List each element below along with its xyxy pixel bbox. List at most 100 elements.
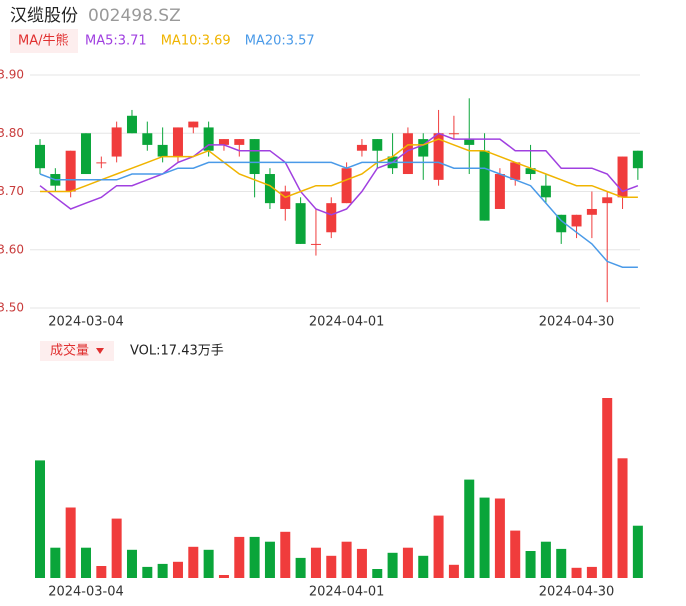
volume-bar xyxy=(448,564,459,578)
candle-body xyxy=(142,133,153,145)
volume-bar xyxy=(617,458,628,578)
candle-body xyxy=(464,139,475,145)
ma-line xyxy=(39,161,638,268)
volume-bar xyxy=(632,525,643,578)
volume-bar xyxy=(234,536,245,578)
x-tick-label: 2024-04-01 xyxy=(309,585,385,600)
volume-bar xyxy=(310,547,321,578)
y-tick-label: 3.90 xyxy=(0,68,24,82)
volume-bar xyxy=(111,518,122,578)
stock-code: 002498.SZ xyxy=(88,6,181,26)
candle-body xyxy=(264,174,275,204)
ma-line xyxy=(39,132,639,216)
volume-bar xyxy=(586,566,597,578)
volume-bar xyxy=(65,507,76,578)
candle-body xyxy=(280,191,291,209)
candle-body xyxy=(203,127,214,151)
candle-body xyxy=(35,144,45,169)
volume-readout: VOL:17.43万手 xyxy=(130,344,224,359)
volume-bar xyxy=(172,561,183,578)
candle-body xyxy=(433,133,444,180)
volume-bar xyxy=(525,551,536,578)
y-tick-label: 3.60 xyxy=(0,242,24,256)
volume-bar xyxy=(387,552,398,578)
candle-body xyxy=(341,168,352,204)
volume-bar xyxy=(280,531,291,578)
volume-bar xyxy=(264,541,275,578)
volume-bar xyxy=(464,479,475,578)
volume-bar xyxy=(341,541,352,578)
volume-bar xyxy=(372,569,383,578)
volume-bar xyxy=(402,547,413,578)
volume-bar xyxy=(356,548,367,578)
x-tick-label: 2024-03-04 xyxy=(48,585,124,600)
x-tick-label: 2024-03-04 xyxy=(48,315,124,330)
candle-body xyxy=(172,127,183,157)
volume-bar xyxy=(80,547,91,578)
indicator-button[interactable]: MA/牛熊 xyxy=(18,33,69,49)
volume-bar xyxy=(249,536,260,578)
candle-body xyxy=(295,203,306,244)
volume-bar xyxy=(126,549,137,578)
candle-body xyxy=(126,115,137,134)
volume-bar xyxy=(96,566,107,578)
candle-body xyxy=(310,243,321,245)
volume-bar xyxy=(494,498,505,578)
candle-body xyxy=(617,156,628,198)
legend-entry: MA5:3.71 xyxy=(85,34,147,49)
candle-body xyxy=(96,162,107,164)
volume-bar xyxy=(418,555,429,578)
volume-bar xyxy=(188,546,199,578)
candle-body xyxy=(525,168,536,175)
candle-body xyxy=(356,144,367,151)
volume-bar xyxy=(433,515,444,578)
volume-bar xyxy=(556,548,567,578)
volume-bar xyxy=(157,563,168,578)
candle-body xyxy=(111,127,122,157)
volume-bar xyxy=(540,541,551,578)
volume-bar xyxy=(295,557,306,578)
candle-body xyxy=(448,133,459,135)
y-tick-label: 3.50 xyxy=(0,301,24,315)
volume-button[interactable]: 成交量 xyxy=(50,343,89,359)
ma-line xyxy=(40,138,638,199)
candle-body xyxy=(540,185,551,198)
x-tick-label: 2024-04-30 xyxy=(539,585,615,600)
legend-entry: MA10:3.69 xyxy=(161,34,231,49)
volume-button-bg[interactable] xyxy=(40,341,114,361)
volume-bar xyxy=(142,566,153,578)
candle-body xyxy=(632,150,643,169)
candle-body xyxy=(234,139,245,145)
candle-body xyxy=(80,133,91,175)
candle-body xyxy=(418,139,429,157)
volume-bar xyxy=(510,530,521,578)
dropdown-arrow[interactable] xyxy=(96,348,104,354)
volume-bar xyxy=(35,460,45,578)
candle-body xyxy=(571,214,582,227)
candle-body xyxy=(586,208,597,215)
volume-bar xyxy=(602,398,613,578)
candle-body xyxy=(602,197,613,204)
volume-bar xyxy=(50,547,61,578)
candle-body xyxy=(510,162,521,180)
candle-body xyxy=(326,203,337,233)
candle-body xyxy=(402,133,413,175)
x-tick-label: 2024-04-01 xyxy=(309,315,385,330)
candle-body xyxy=(218,139,229,145)
stock-name: 汉缆股份 xyxy=(10,6,78,26)
indicator-button-bg[interactable] xyxy=(10,29,78,53)
volume-bar xyxy=(218,575,229,578)
y-tick-label: 3.70 xyxy=(0,184,24,198)
candle-body xyxy=(494,174,505,209)
y-tick-label: 3.80 xyxy=(0,126,24,140)
candle-body xyxy=(188,121,199,128)
candle-body xyxy=(372,139,383,151)
volume-bar xyxy=(326,555,337,578)
volume-bar xyxy=(479,497,490,578)
volume-bar xyxy=(203,549,214,578)
candle-body xyxy=(249,139,260,175)
candle-body xyxy=(157,144,168,157)
candle-body xyxy=(65,150,76,192)
candle-body xyxy=(556,214,567,233)
